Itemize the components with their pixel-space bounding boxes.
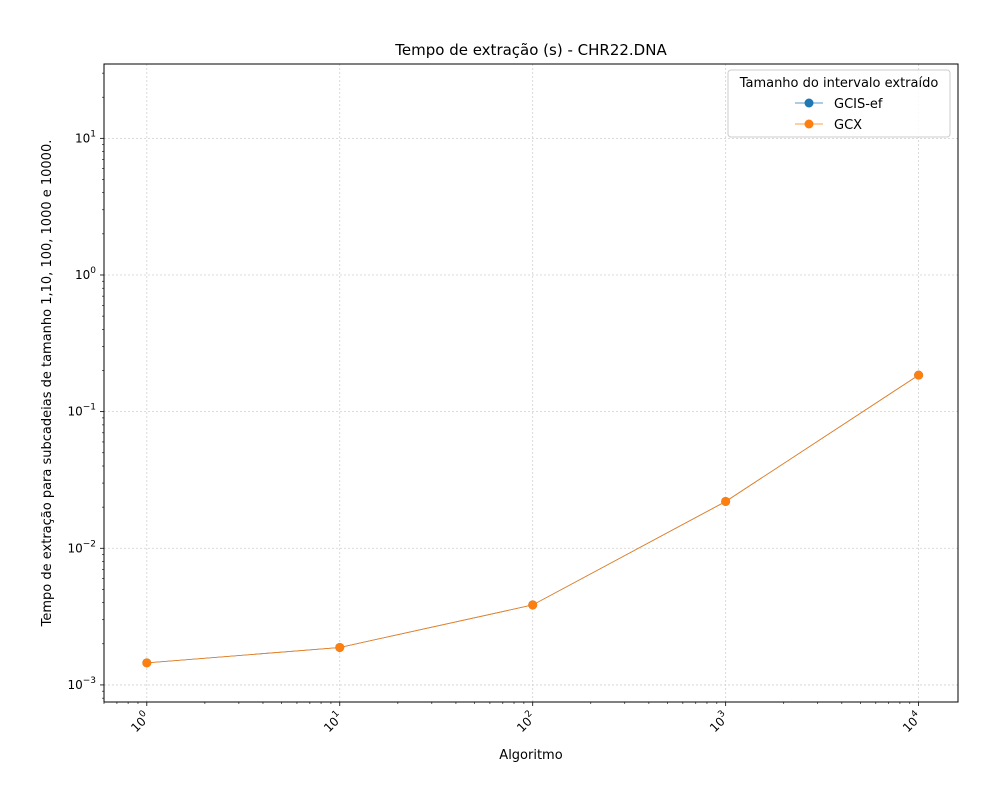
y-tick-label-base: 10 <box>75 131 90 145</box>
y-tick-label-base: 10 <box>67 541 82 555</box>
legend: Tamanho do intervalo extraído GCIS-ef GC… <box>727 69 951 138</box>
legend-title: Tamanho do intervalo extraído <box>739 76 939 91</box>
x-axis-label: Algoritmo <box>499 748 562 763</box>
y-axis-label: Tempo de extração para subcadeias de tam… <box>40 140 55 628</box>
x-tick-label-exponent: 4 <box>909 709 920 720</box>
y-tick-label-exponent: 1 <box>90 129 96 139</box>
x-tick-label-exponent: 2 <box>523 709 534 720</box>
plot-frame <box>103 63 959 703</box>
y-tick-label: 10−3 <box>67 676 96 692</box>
y-tick-label-base: 10 <box>67 678 82 692</box>
legend-marker-gcx <box>804 119 814 129</box>
legend-entry-gcx: GCX <box>795 118 862 133</box>
chart-title: Tempo de extração (s) - CHR22.DNA <box>394 41 667 59</box>
x-tick-label-exponent: 3 <box>716 709 727 720</box>
y-tick-label-exponent: −2 <box>83 539 96 549</box>
y-tick-label-exponent: −1 <box>83 403 96 413</box>
legend-label-gcis-ef: GCIS-ef <box>834 97 883 112</box>
y-tick-label: 101 <box>75 129 96 145</box>
x-tick-label-exponent: 0 <box>138 709 149 720</box>
legend-label-gcx: GCX <box>834 118 862 133</box>
data-point-gcx <box>914 370 924 380</box>
y-tick-label-exponent: −3 <box>83 676 96 686</box>
y-tick-label: 100 <box>75 266 96 282</box>
data-point-gcx <box>528 600 538 610</box>
x-tick-label-exponent: 1 <box>331 709 342 720</box>
y-tick-label: 10−1 <box>67 403 96 419</box>
y-tick-label: 10−2 <box>67 539 96 555</box>
y-tick-label-base: 10 <box>75 268 90 282</box>
y-tick-label-exponent: 0 <box>90 266 96 276</box>
series-gcx <box>142 370 924 668</box>
y-tick-label-base: 10 <box>67 405 82 419</box>
data-point-gcx <box>142 658 152 668</box>
series-layer <box>142 370 924 668</box>
data-point-gcx <box>335 642 345 652</box>
legend-entry-gcis-ef: GCIS-ef <box>795 97 883 112</box>
legend-marker-gcis-ef <box>804 98 814 108</box>
legend-box <box>727 69 951 138</box>
data-point-gcx <box>721 496 731 506</box>
